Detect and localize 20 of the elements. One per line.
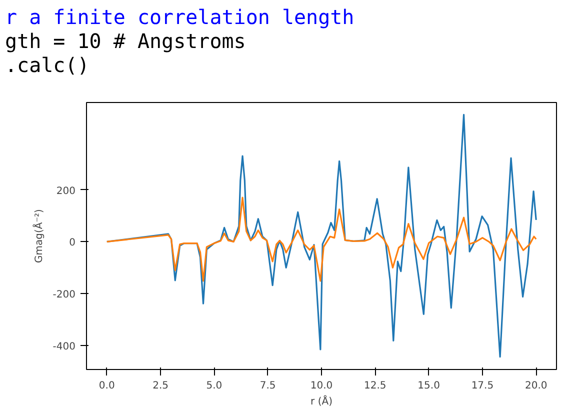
x-tick-label: 7.5 [260,380,276,392]
x-tick-label: 10.0 [310,380,333,392]
y-tick-label: -400 [52,342,76,353]
y-tick-label: -200 [52,290,76,301]
text: gth = 10 # Angstroms [5,29,247,53]
x-tick-label: 0.0 [98,380,115,392]
x-tick-label: 5.0 [206,380,222,392]
x-tick-label: 2.5 [152,380,168,392]
y-tick-label: 0 [69,238,76,249]
text: r a finite correlation length [5,5,354,29]
x-tick-label: 12.5 [364,380,386,392]
x-axis-title: r (Å) [310,394,333,407]
text: .calc() [5,53,90,77]
line-series [106,114,537,358]
y-tick-label: 200 [56,186,76,197]
y-axis-title: Gmag(Å⁻²) [32,208,45,263]
line-series [106,196,537,282]
x-tick-label: 17.5 [471,380,494,392]
x-tick-label: 20.0 [524,380,548,392]
x-tick-label: 15.0 [418,380,440,392]
